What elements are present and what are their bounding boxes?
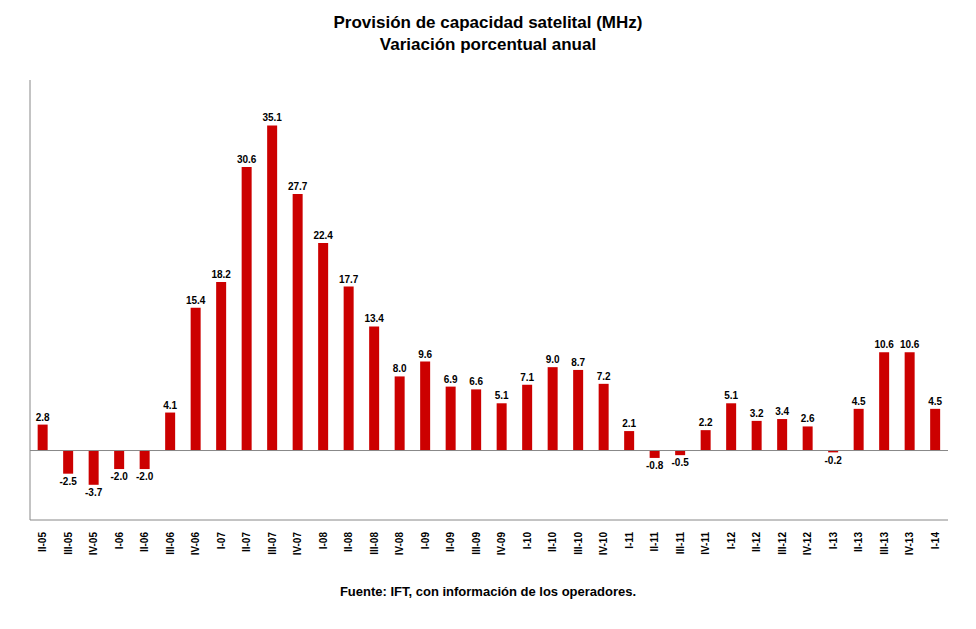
svg-text:II-05: II-05: [37, 532, 48, 552]
svg-text:I-11: I-11: [624, 532, 635, 549]
svg-text:9.0: 9.0: [546, 354, 560, 365]
svg-text:III-08: III-08: [369, 532, 380, 555]
svg-text:15.4: 15.4: [186, 295, 206, 306]
svg-text:IV-12: IV-12: [802, 532, 813, 556]
svg-text:-2.0: -2.0: [111, 471, 129, 482]
svg-text:II-06: II-06: [139, 532, 150, 552]
svg-text:III-07: III-07: [267, 532, 278, 555]
svg-text:III-11: III-11: [675, 532, 686, 555]
html-text:Variación porcentual anual: Variación porcentual anual: [379, 35, 597, 54]
svg-text:IV-10: IV-10: [598, 532, 609, 556]
svg-text:IV-06: IV-06: [190, 532, 201, 556]
svg-text:II-10: II-10: [547, 532, 558, 552]
svg-text:4.5: 4.5: [928, 396, 942, 407]
svg-text:-3.7: -3.7: [85, 487, 103, 498]
svg-text:2.1: 2.1: [622, 418, 636, 429]
svg-text:18.2: 18.2: [211, 269, 231, 280]
svg-text:III-09: III-09: [471, 532, 482, 555]
svg-text:8.7: 8.7: [571, 357, 585, 368]
svg-text:5.1: 5.1: [495, 390, 509, 401]
svg-text:22.4: 22.4: [313, 230, 333, 241]
svg-text:-2.5: -2.5: [60, 476, 78, 487]
svg-text:3.4: 3.4: [775, 406, 789, 417]
svg-text:IV-08: IV-08: [394, 532, 405, 556]
svg-text:2.6: 2.6: [801, 413, 815, 424]
svg-text:13.4: 13.4: [364, 313, 384, 324]
svg-text:III-10: III-10: [573, 532, 584, 555]
svg-text:III-06: III-06: [165, 532, 176, 555]
svg-text:-0.8: -0.8: [646, 460, 664, 471]
svg-text:10.6: 10.6: [874, 339, 894, 350]
svg-text:9.6: 9.6: [418, 349, 432, 360]
svg-text:I-14: I-14: [930, 532, 941, 550]
svg-text:II-07: II-07: [241, 532, 252, 552]
html-text:Provisión de capacidad satelit: Provisión de capacidad satelital (MHz): [333, 13, 643, 32]
svg-text:II-12: II-12: [751, 532, 762, 552]
svg-text:I-07: I-07: [216, 532, 227, 550]
svg-text:3.2: 3.2: [750, 408, 764, 419]
svg-text:7.2: 7.2: [597, 371, 611, 382]
svg-text:2.2: 2.2: [699, 417, 713, 428]
svg-text:-0.5: -0.5: [672, 457, 690, 468]
svg-text:IV-09: IV-09: [496, 532, 507, 556]
svg-text:8.0: 8.0: [393, 363, 407, 374]
svg-text:10.6: 10.6: [900, 339, 920, 350]
svg-text:I-09: I-09: [420, 532, 431, 550]
svg-text:I-12: I-12: [726, 532, 737, 550]
svg-text:II-13: II-13: [853, 532, 864, 552]
svg-text:6.9: 6.9: [444, 374, 458, 385]
svg-text:III-12: III-12: [777, 532, 788, 555]
svg-text:-0.2: -0.2: [825, 455, 843, 466]
html-text:Fuente: IFT, con información d: Fuente: IFT, con información de los oper…: [339, 584, 637, 599]
svg-text:7.1: 7.1: [520, 372, 534, 383]
svg-text:II-11: II-11: [649, 532, 660, 552]
svg-text:-2.0: -2.0: [136, 471, 154, 482]
svg-text:5.1: 5.1: [724, 390, 738, 401]
svg-text:4.1: 4.1: [163, 400, 177, 411]
svg-text:II-09: II-09: [445, 532, 456, 552]
svg-text:III-13: III-13: [879, 532, 890, 555]
svg-text:4.5: 4.5: [852, 396, 866, 407]
svg-text:6.6: 6.6: [469, 376, 483, 387]
svg-text:30.6: 30.6: [237, 154, 257, 165]
svg-text:IV-11: IV-11: [700, 532, 711, 555]
svg-text:35.1: 35.1: [262, 112, 282, 123]
svg-text:I-10: I-10: [522, 532, 533, 550]
svg-text:I-06: I-06: [114, 532, 125, 550]
svg-text:27.7: 27.7: [288, 181, 308, 192]
svg-text:I-13: I-13: [828, 532, 839, 550]
svg-text:17.7: 17.7: [339, 274, 359, 285]
svg-text:IV-13: IV-13: [904, 532, 915, 556]
svg-text:IV-05: IV-05: [88, 532, 99, 556]
svg-text:III-05: III-05: [63, 532, 74, 555]
svg-text:I-08: I-08: [318, 532, 329, 550]
svg-text:IV-07: IV-07: [292, 532, 303, 556]
svg-text:2.8: 2.8: [36, 412, 50, 423]
svg-text:II-08: II-08: [343, 532, 354, 552]
